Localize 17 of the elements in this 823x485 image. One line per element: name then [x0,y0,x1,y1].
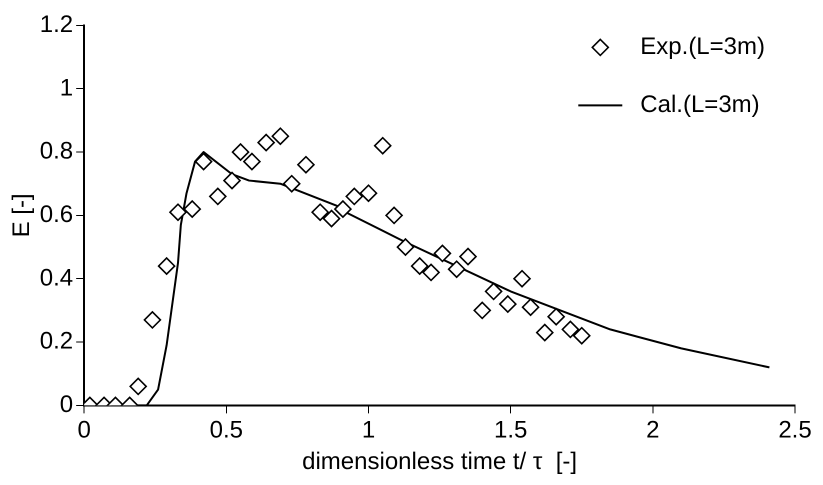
x-tick-label: 1 [362,416,376,444]
y-tick-label: 0 [60,391,74,418]
y-tick-label: 1.2 [40,11,74,38]
legend-label: Exp.(L=3m) [640,33,766,60]
x-tick-label: 1.5 [494,416,528,444]
y-tick-label: 0.2 [40,328,74,355]
x-axis-title: dimensionless time t/ τ [-] [302,448,578,476]
x-tick-label: 0.5 [210,416,244,444]
y-tick-label: 0.8 [40,138,74,165]
y-axis-title: E [-] [8,193,36,238]
y-tick-label: 0.4 [40,264,74,292]
y-tick-label: 0.6 [40,201,74,228]
legend-label: Cal.(L=3m) [640,91,760,118]
x-tick-label: 2.5 [778,416,812,444]
y-tick-label: 1 [60,74,74,102]
x-tick-label: 0 [77,416,91,444]
x-tick-label: 2 [646,416,660,444]
